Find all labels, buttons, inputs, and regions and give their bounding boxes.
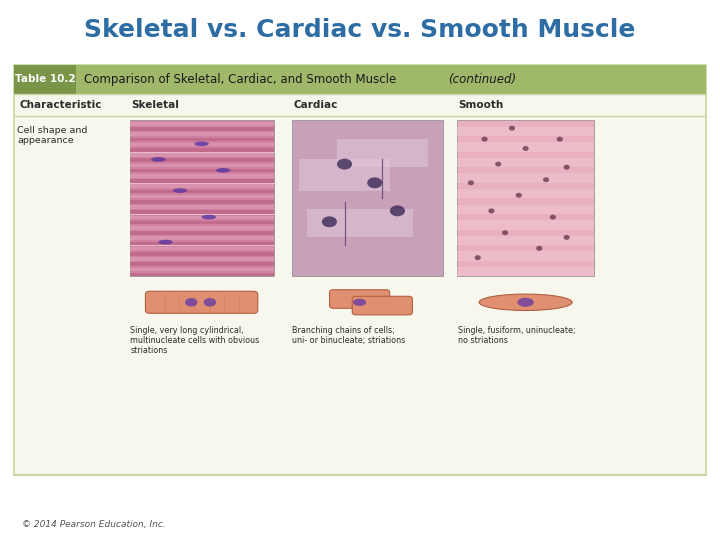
Ellipse shape bbox=[158, 240, 173, 245]
Text: Single, fusiform, uninucleate;
no striations: Single, fusiform, uninucleate; no striat… bbox=[458, 326, 575, 345]
Ellipse shape bbox=[173, 188, 187, 193]
Bar bbox=[130, 179, 274, 183]
Bar bbox=[130, 169, 274, 172]
Ellipse shape bbox=[216, 168, 230, 173]
Ellipse shape bbox=[204, 298, 216, 307]
Bar bbox=[300, 159, 390, 191]
Bar bbox=[130, 122, 274, 126]
Ellipse shape bbox=[474, 255, 481, 260]
Bar bbox=[457, 252, 594, 261]
Bar bbox=[130, 143, 274, 146]
Ellipse shape bbox=[564, 165, 570, 170]
Text: Characteristic: Characteristic bbox=[19, 100, 102, 110]
Ellipse shape bbox=[523, 146, 528, 151]
Bar bbox=[130, 237, 274, 240]
Bar bbox=[130, 174, 274, 178]
Bar bbox=[130, 247, 274, 251]
Bar bbox=[130, 164, 274, 167]
Bar bbox=[130, 190, 274, 193]
Bar bbox=[457, 158, 594, 167]
Ellipse shape bbox=[322, 217, 337, 227]
Bar bbox=[14, 65, 76, 93]
Bar bbox=[130, 215, 274, 219]
Ellipse shape bbox=[468, 180, 474, 185]
Text: © 2014 Pearson Education, Inc.: © 2014 Pearson Education, Inc. bbox=[22, 520, 166, 529]
FancyBboxPatch shape bbox=[330, 290, 390, 308]
Bar bbox=[130, 195, 274, 198]
Ellipse shape bbox=[509, 126, 515, 131]
Bar bbox=[130, 205, 274, 209]
Bar bbox=[130, 211, 274, 214]
Ellipse shape bbox=[479, 294, 572, 310]
Bar bbox=[457, 205, 594, 214]
Bar bbox=[130, 262, 274, 266]
Bar bbox=[130, 252, 274, 255]
Bar bbox=[14, 65, 706, 93]
Ellipse shape bbox=[337, 159, 352, 170]
Ellipse shape bbox=[488, 208, 495, 213]
Bar bbox=[457, 189, 594, 198]
Bar bbox=[457, 127, 594, 136]
Bar bbox=[457, 120, 594, 276]
Bar bbox=[130, 158, 274, 162]
Bar bbox=[130, 138, 274, 141]
Bar bbox=[457, 267, 594, 276]
Bar bbox=[457, 142, 594, 152]
Bar bbox=[130, 231, 274, 235]
Text: Branching chains of cells;
uni- or binucleate; striations: Branching chains of cells; uni- or binuc… bbox=[292, 326, 405, 345]
Bar bbox=[130, 257, 274, 261]
Bar bbox=[130, 241, 274, 245]
Ellipse shape bbox=[495, 161, 501, 166]
Ellipse shape bbox=[564, 235, 570, 240]
Bar bbox=[457, 220, 594, 230]
Ellipse shape bbox=[194, 141, 209, 146]
Ellipse shape bbox=[202, 215, 216, 219]
Bar bbox=[130, 120, 274, 276]
Ellipse shape bbox=[550, 214, 556, 220]
Text: Comparison of Skeletal, Cardiac, and Smooth Muscle: Comparison of Skeletal, Cardiac, and Smo… bbox=[84, 73, 397, 86]
Bar bbox=[130, 153, 274, 157]
Bar bbox=[457, 236, 594, 245]
Text: Single, very long cylindrical,
multinucleate cells with obvious
striations: Single, very long cylindrical, multinucl… bbox=[130, 326, 260, 355]
Text: Table 10.2: Table 10.2 bbox=[14, 74, 76, 84]
FancyBboxPatch shape bbox=[352, 296, 413, 315]
Ellipse shape bbox=[536, 246, 542, 251]
Bar bbox=[292, 120, 443, 276]
Ellipse shape bbox=[502, 230, 508, 235]
Bar bbox=[130, 221, 274, 225]
Bar bbox=[130, 132, 274, 136]
Ellipse shape bbox=[151, 157, 166, 162]
Ellipse shape bbox=[516, 193, 522, 198]
Ellipse shape bbox=[353, 299, 366, 306]
Ellipse shape bbox=[557, 137, 563, 141]
Text: Skeletal vs. Cardiac vs. Smooth Muscle: Skeletal vs. Cardiac vs. Smooth Muscle bbox=[84, 18, 636, 42]
Text: (continued): (continued) bbox=[448, 73, 516, 86]
Ellipse shape bbox=[518, 298, 534, 307]
Bar bbox=[130, 148, 274, 152]
Ellipse shape bbox=[482, 137, 487, 141]
Bar bbox=[457, 173, 594, 183]
Bar bbox=[130, 273, 274, 276]
Ellipse shape bbox=[367, 177, 382, 188]
Ellipse shape bbox=[543, 177, 549, 182]
Bar bbox=[14, 65, 706, 475]
Text: Cardiac: Cardiac bbox=[293, 100, 338, 110]
FancyBboxPatch shape bbox=[145, 291, 258, 313]
Ellipse shape bbox=[185, 298, 197, 307]
Bar bbox=[130, 184, 274, 188]
Bar bbox=[130, 200, 274, 204]
Text: Smooth: Smooth bbox=[459, 100, 504, 110]
Bar bbox=[130, 226, 274, 230]
Ellipse shape bbox=[390, 205, 405, 217]
Text: Cell shape and
appearance: Cell shape and appearance bbox=[17, 126, 88, 145]
Bar bbox=[130, 267, 274, 271]
Text: Skeletal: Skeletal bbox=[131, 100, 179, 110]
Bar bbox=[307, 210, 413, 238]
Bar bbox=[337, 139, 428, 167]
Bar bbox=[130, 127, 274, 131]
